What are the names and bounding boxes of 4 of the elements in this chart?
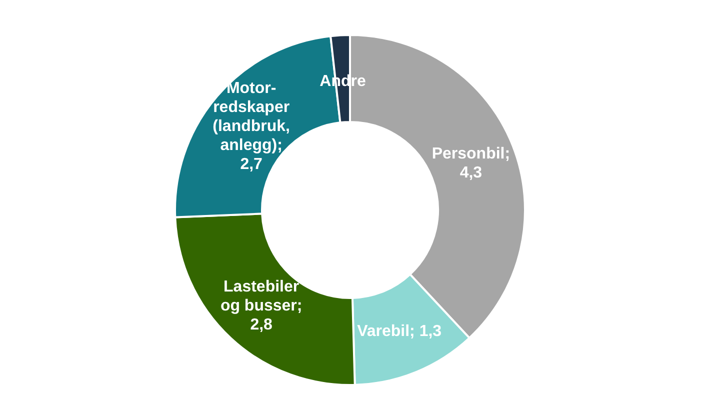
slice-label: Varebil; 1,3 <box>357 322 442 340</box>
slice-label: Lastebiler og busser; 2,8 <box>220 278 302 334</box>
slice-label: Motor-redskaper (landbruk, anlegg); 2,7 <box>212 80 290 173</box>
slice-label: Personbil; 4,3 <box>432 145 510 182</box>
